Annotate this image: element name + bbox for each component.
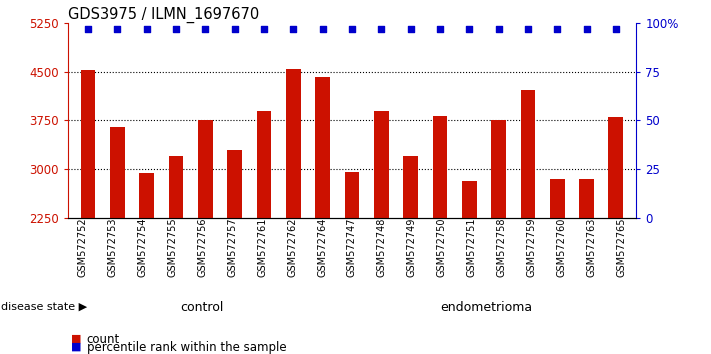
- Point: [171, 26, 182, 32]
- Bar: [491, 120, 506, 218]
- Text: GSM572759: GSM572759: [527, 218, 537, 277]
- Bar: [520, 90, 535, 218]
- Point: [258, 26, 269, 32]
- Bar: [198, 120, 213, 218]
- Point: [229, 26, 240, 32]
- Text: endometrioma: endometrioma: [441, 301, 533, 314]
- Text: GSM572764: GSM572764: [317, 218, 327, 277]
- Point: [522, 26, 533, 32]
- Point: [82, 26, 94, 32]
- Point: [375, 26, 387, 32]
- Bar: [550, 179, 565, 218]
- Text: GSM572751: GSM572751: [466, 218, 476, 277]
- Point: [405, 26, 416, 32]
- Text: GSM572765: GSM572765: [616, 218, 626, 277]
- Bar: [432, 116, 447, 218]
- Point: [610, 26, 621, 32]
- Point: [288, 26, 299, 32]
- Bar: [169, 156, 183, 218]
- Bar: [110, 127, 124, 218]
- Point: [493, 26, 504, 32]
- Text: GSM572758: GSM572758: [496, 218, 507, 277]
- Text: GDS3975 / ILMN_1697670: GDS3975 / ILMN_1697670: [68, 7, 259, 23]
- Text: ■: ■: [71, 342, 82, 352]
- Text: GSM572752: GSM572752: [77, 218, 87, 277]
- Text: GSM572755: GSM572755: [167, 218, 177, 277]
- Bar: [579, 179, 594, 218]
- Point: [317, 26, 328, 32]
- Text: GSM572753: GSM572753: [107, 218, 117, 277]
- Point: [552, 26, 563, 32]
- Text: percentile rank within the sample: percentile rank within the sample: [87, 341, 287, 354]
- Point: [200, 26, 211, 32]
- Bar: [315, 77, 330, 218]
- Bar: [139, 173, 154, 218]
- Text: GSM572754: GSM572754: [137, 218, 147, 277]
- Text: GSM572762: GSM572762: [287, 218, 297, 277]
- Point: [112, 26, 123, 32]
- Point: [434, 26, 446, 32]
- Text: GSM572747: GSM572747: [347, 218, 357, 277]
- Text: count: count: [87, 333, 120, 346]
- Text: GSM572749: GSM572749: [407, 218, 417, 277]
- Bar: [286, 69, 301, 218]
- Text: control: control: [181, 301, 224, 314]
- Bar: [403, 156, 418, 218]
- Point: [346, 26, 358, 32]
- Text: disease state ▶: disease state ▶: [1, 302, 87, 312]
- Bar: [609, 117, 623, 218]
- Bar: [374, 110, 389, 218]
- Text: GSM572757: GSM572757: [228, 218, 237, 277]
- Text: GSM572760: GSM572760: [557, 218, 567, 277]
- Text: GSM572750: GSM572750: [437, 218, 447, 277]
- Text: GSM572748: GSM572748: [377, 218, 387, 277]
- Point: [464, 26, 475, 32]
- Bar: [228, 149, 242, 218]
- Bar: [257, 110, 272, 218]
- Point: [141, 26, 152, 32]
- Bar: [81, 70, 95, 218]
- Point: [581, 26, 592, 32]
- Bar: [462, 181, 476, 218]
- Text: ■: ■: [71, 333, 82, 343]
- Text: GSM572763: GSM572763: [587, 218, 597, 277]
- Text: GSM572761: GSM572761: [257, 218, 267, 277]
- Text: GSM572756: GSM572756: [197, 218, 208, 277]
- Bar: [345, 172, 359, 218]
